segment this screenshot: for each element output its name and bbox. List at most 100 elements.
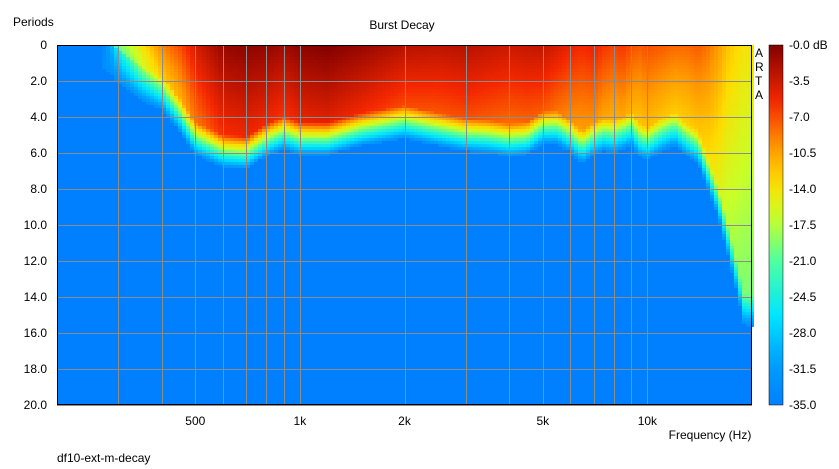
heatmap-cell (306, 111, 310, 114)
heatmap-cell (670, 93, 674, 96)
heatmap-cell (270, 114, 274, 117)
heatmap-cell (414, 75, 418, 78)
heatmap-cell (258, 63, 262, 66)
heatmap-cell (346, 66, 350, 69)
heatmap-cell (382, 69, 386, 72)
heatmap-cell (230, 102, 234, 105)
heatmap-cell (658, 78, 662, 81)
heatmap-cell (486, 147, 490, 150)
heatmap-cell (210, 99, 214, 102)
heatmap-cell (666, 57, 670, 60)
heatmap-cell (254, 69, 258, 72)
heatmap-cell (314, 147, 318, 150)
heatmap-cell (582, 129, 586, 132)
heatmap-cell (334, 66, 338, 69)
heatmap-cell (226, 165, 230, 168)
heatmap-cell (154, 57, 158, 60)
heatmap-cell (154, 96, 158, 99)
heatmap-cell (358, 123, 362, 126)
heatmap-cell (594, 51, 598, 54)
heatmap-cell (494, 54, 498, 57)
heatmap-cell (642, 48, 646, 51)
heatmap-cell (506, 96, 510, 99)
heatmap-cell (434, 57, 438, 60)
heatmap-cell (182, 132, 186, 135)
heatmap-cell (442, 51, 446, 54)
heatmap-cell (610, 45, 614, 48)
heatmap-cell (262, 117, 266, 120)
heatmap-cell (318, 147, 322, 150)
heatmap-cell (290, 57, 294, 60)
heatmap-cell (238, 87, 242, 90)
heatmap-cell (678, 120, 682, 123)
heatmap-cell (582, 141, 586, 144)
heatmap-cell (450, 84, 454, 87)
heatmap-column (494, 45, 498, 153)
heatmap-cell (374, 114, 378, 117)
heatmap-cell (458, 51, 462, 54)
heatmap-cell (398, 102, 402, 105)
heatmap-cell (570, 147, 574, 150)
heatmap-cell (450, 60, 454, 63)
heatmap-cell (390, 129, 394, 132)
heatmap-cell (414, 87, 418, 90)
heatmap-cell (502, 66, 506, 69)
heatmap-cell (422, 84, 426, 87)
heatmap-cell (538, 60, 542, 63)
heatmap-cell (550, 72, 554, 75)
heatmap-cell (654, 72, 658, 75)
heatmap-cell (166, 57, 170, 60)
heatmap-cell (398, 87, 402, 90)
heatmap-cell (650, 129, 654, 132)
heatmap-cell (338, 81, 342, 84)
heatmap-cell (674, 84, 678, 87)
heatmap-cell (610, 138, 614, 141)
heatmap-cell (566, 48, 570, 51)
heatmap-cell (678, 114, 682, 117)
heatmap-cell (522, 78, 526, 81)
heatmap-cell (482, 132, 486, 135)
heatmap-cell (366, 81, 370, 84)
heatmap-cell (202, 81, 206, 84)
heatmap-cell (562, 123, 566, 126)
heatmap-cell (538, 99, 542, 102)
heatmap-column (562, 45, 566, 150)
heatmap-cell (378, 123, 382, 126)
heatmap-cell (258, 108, 262, 111)
heatmap-cell (450, 72, 454, 75)
heatmap-cell (594, 144, 598, 147)
heatmap-cell (174, 120, 178, 123)
heatmap-cell (150, 51, 154, 54)
heatmap-column (158, 45, 162, 108)
heatmap-cell (626, 129, 630, 132)
heatmap-cell (634, 132, 638, 135)
heatmap-cell (626, 90, 630, 93)
heatmap-cell (490, 63, 494, 66)
heatmap-cell (578, 117, 582, 120)
heatmap-cell (158, 48, 162, 51)
heatmap-column (606, 45, 610, 153)
heatmap-cell (634, 63, 638, 66)
heatmap-cell (642, 144, 646, 147)
heatmap-cell (446, 45, 450, 48)
heatmap-cell (146, 69, 150, 72)
heatmap-cell (470, 48, 474, 51)
heatmap-cell (518, 120, 522, 123)
heatmap-cell (494, 105, 498, 108)
heatmap-cell (494, 111, 498, 114)
heatmap-cell (234, 153, 238, 156)
heatmap-cell (466, 126, 470, 129)
heatmap-cell (462, 129, 466, 132)
heatmap-cell (554, 141, 558, 144)
heatmap-cell (578, 141, 582, 144)
heatmap-cell (390, 60, 394, 63)
heatmap-cell (614, 69, 618, 72)
heatmap-cell (246, 138, 250, 141)
heatmap-cell (342, 54, 346, 57)
heatmap-cell (378, 129, 382, 132)
heatmap-cell (250, 144, 254, 147)
heatmap-cell (510, 141, 514, 144)
heatmap-cell (254, 51, 258, 54)
heatmap-cell (310, 141, 314, 144)
heatmap-cell (166, 69, 170, 72)
